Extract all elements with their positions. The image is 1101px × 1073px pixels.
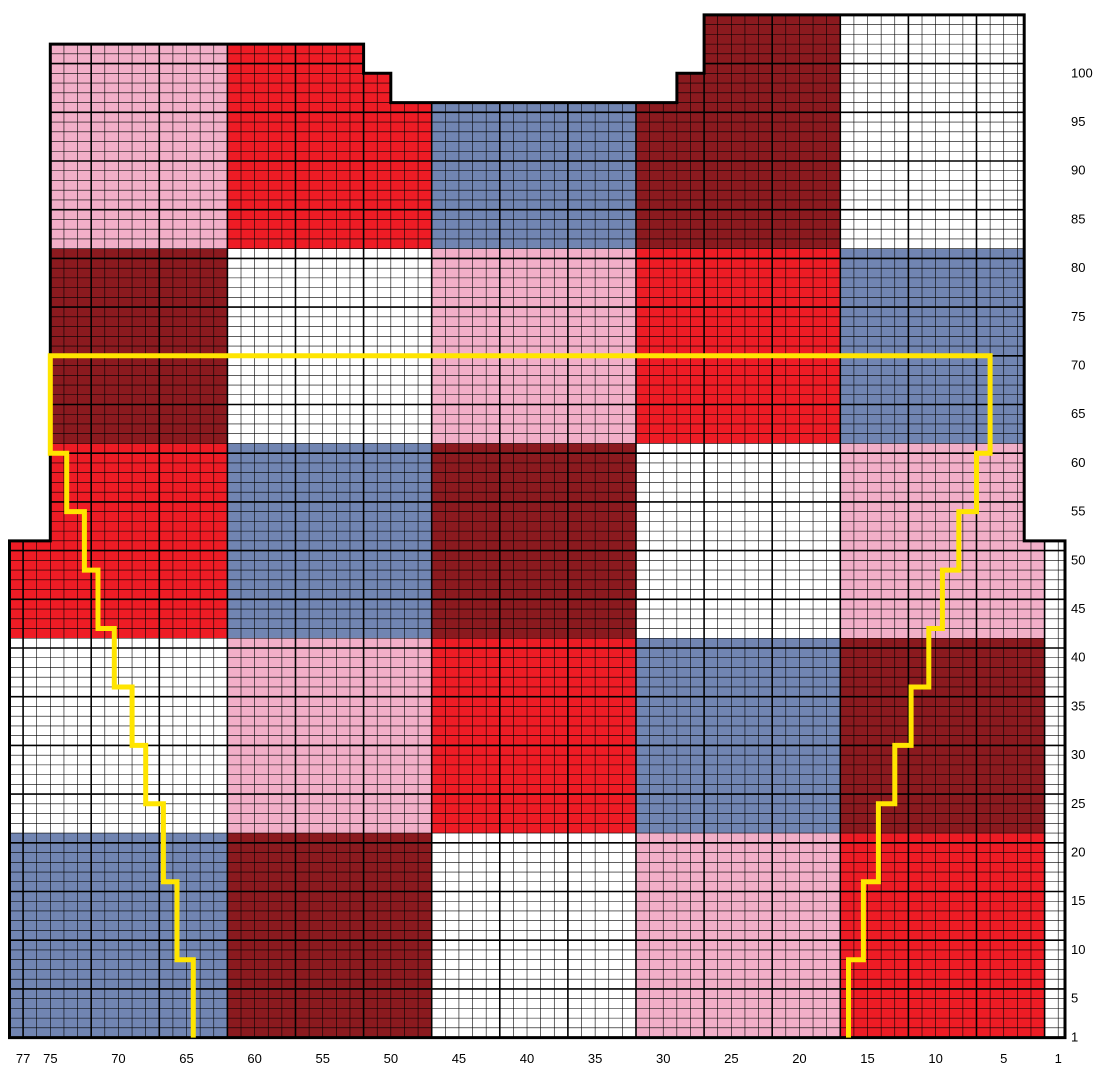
color-block-red bbox=[840, 833, 1045, 1038]
x-tick-label: 15 bbox=[860, 1051, 874, 1066]
x-tick-label: 25 bbox=[724, 1051, 738, 1066]
y-tick-label: 85 bbox=[1071, 211, 1085, 226]
x-tick-label: 70 bbox=[111, 1051, 125, 1066]
y-tick-label: 30 bbox=[1071, 747, 1085, 762]
x-tick-label: 5 bbox=[1000, 1051, 1007, 1066]
x-tick-label: 75 bbox=[43, 1051, 57, 1066]
x-tick-label: 10 bbox=[928, 1051, 942, 1066]
y-tick-label: 60 bbox=[1071, 455, 1085, 470]
y-tick-label: 65 bbox=[1071, 406, 1085, 421]
x-tick-label: 35 bbox=[588, 1051, 602, 1066]
y-tick-label: 1 bbox=[1071, 1030, 1078, 1045]
x-tick-label: 20 bbox=[792, 1051, 806, 1066]
x-tick-label: 60 bbox=[247, 1051, 261, 1066]
y-tick-label: 80 bbox=[1071, 260, 1085, 275]
x-tick-label: 55 bbox=[315, 1051, 329, 1066]
color-block-pink bbox=[635, 833, 841, 1038]
y-tick-label: 45 bbox=[1071, 601, 1085, 616]
x-tick-label: 45 bbox=[452, 1051, 466, 1066]
color-block-white bbox=[431, 833, 636, 1038]
chart-outline bbox=[8, 13, 1067, 1040]
y-tick-label: 95 bbox=[1071, 114, 1085, 129]
x-tick-label: 65 bbox=[179, 1051, 193, 1066]
x-tick-label: 1 bbox=[1055, 1051, 1062, 1066]
y-tick-label: 55 bbox=[1071, 504, 1085, 519]
y-tick-label: 75 bbox=[1071, 309, 1085, 324]
y-axis-row-labels: 100 95 90 85 80 75 70 65 60 55 50 45 40 35 30 25 20 15 10 5… bbox=[1071, 65, 1093, 1044]
y-tick-label: 20 bbox=[1071, 845, 1085, 860]
y-tick-label: 10 bbox=[1071, 942, 1085, 957]
y-tick-label: 35 bbox=[1071, 698, 1085, 713]
y-tick-label: 90 bbox=[1071, 163, 1085, 178]
x-axis-stitch-labels: 77 75 70 65 60 55 50 45 40 35 30 25 20 15 10 5 1 bbox=[16, 1051, 1062, 1066]
y-tick-label: 40 bbox=[1071, 650, 1085, 665]
x-tick-label: 30 bbox=[656, 1051, 670, 1066]
y-tick-label: 100 bbox=[1071, 65, 1093, 80]
x-tick-label: 77 bbox=[16, 1051, 30, 1066]
x-tick-label: 40 bbox=[520, 1051, 534, 1066]
y-tick-label: 50 bbox=[1071, 552, 1085, 567]
y-tick-label: 25 bbox=[1071, 796, 1085, 811]
x-tick-label: 50 bbox=[384, 1051, 398, 1066]
neckline-guide bbox=[47, 353, 993, 1038]
color-block-darkred bbox=[227, 833, 432, 1038]
y-tick-label: 15 bbox=[1071, 893, 1085, 908]
y-tick-label: 70 bbox=[1071, 358, 1085, 373]
y-tick-label: 5 bbox=[1071, 991, 1078, 1006]
